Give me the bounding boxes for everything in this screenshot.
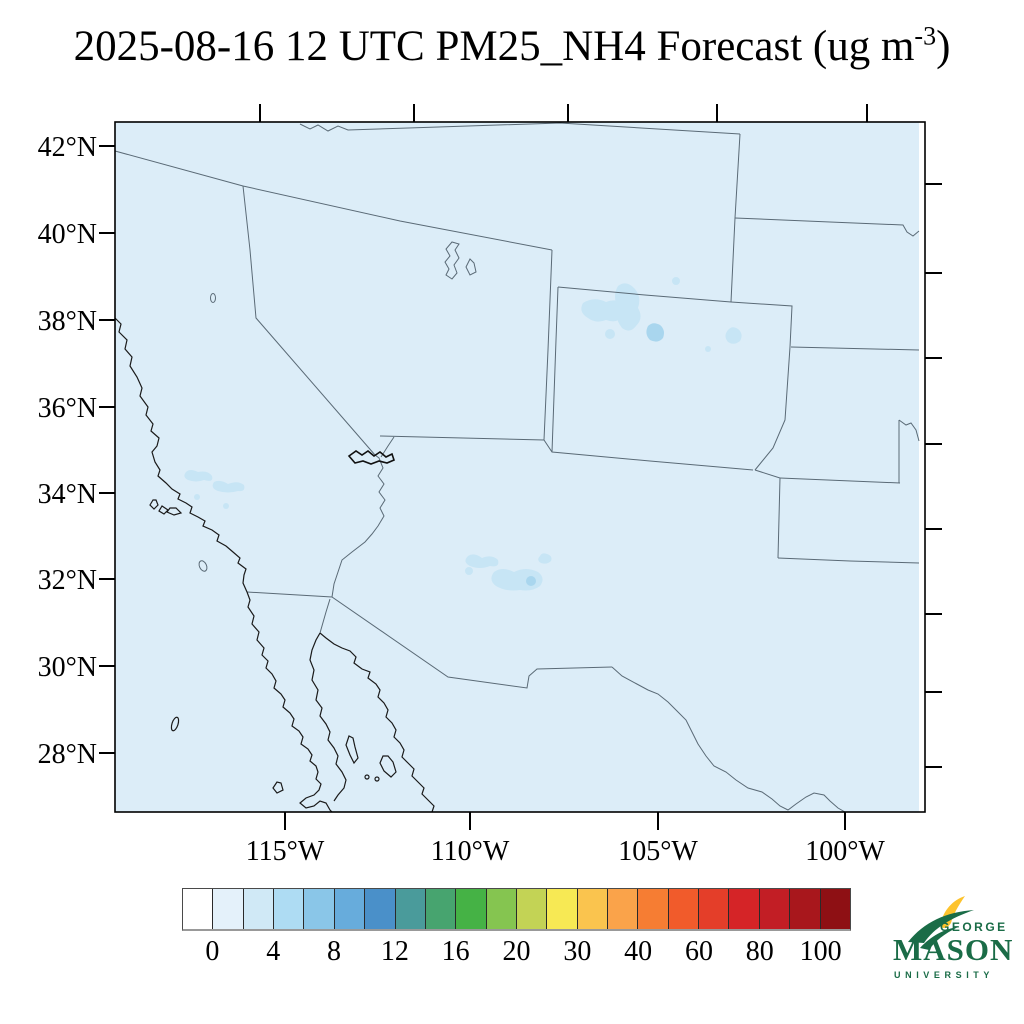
gmu-university-text: UNIVERSITY: [894, 970, 994, 980]
colorbar-cell: [456, 889, 487, 929]
colorbar-cell: [699, 889, 730, 929]
gmu-mason-text: MASON: [893, 932, 1013, 967]
colorbar-cell: [547, 889, 578, 929]
lake-tahoe: [210, 293, 216, 303]
colorbar: [182, 888, 851, 931]
colorbar-tick-label: 20: [502, 936, 531, 967]
colorbar-cell: [243, 889, 275, 929]
colorbar-cell: [668, 889, 700, 929]
colorbar-cell: [638, 889, 669, 929]
colorbar-tick-label: 60: [684, 936, 713, 967]
colorbar-cell: [304, 889, 335, 929]
lat-tick-label: 36°N: [38, 393, 97, 424]
lat-tick-label: 30°N: [38, 652, 97, 683]
coastline: [114, 317, 435, 813]
gmu-swoosh-icon: [908, 910, 974, 943]
lat-tick-label: 34°N: [38, 479, 97, 510]
plot-title-suffix: ): [936, 23, 951, 70]
colorbar-cell: [729, 889, 760, 929]
colorbar-tick-label: 16: [441, 936, 470, 967]
colorbar-tick-label: 80: [745, 936, 774, 967]
colorbar-cell: [395, 889, 426, 929]
lat-tick-label: 38°N: [38, 306, 97, 337]
colorbar-cell: [425, 889, 457, 929]
colorbar-tick-label: 40: [624, 936, 653, 967]
colorbar-cell: [516, 889, 548, 929]
great-salt-lake: [444, 241, 460, 280]
map-frame: [114, 121, 926, 813]
plot-title-text: 2025-08-16 12 UTC PM25_NH4 Forecast (ug …: [73, 23, 915, 70]
colorbar-cell: [334, 889, 366, 929]
colorbar-cell: [577, 889, 609, 929]
gmu-logo: GEORGE MASON UNIVERSITY: [888, 896, 1020, 988]
lon-tick-label: 105°W: [618, 836, 698, 867]
lake-mead: [347, 450, 395, 465]
colorbar-cell: [486, 889, 517, 929]
colorbar-tick-label: 4: [266, 936, 281, 967]
colorbar-cell: [183, 889, 214, 929]
colorbar-cell: [759, 889, 791, 929]
lon-tick-label: 115°W: [246, 836, 325, 867]
colorbar-tick-label: 12: [380, 936, 409, 967]
utah-lake: [465, 258, 477, 276]
salton-sea: [198, 560, 208, 572]
lat-tick-label: 32°N: [38, 565, 97, 596]
colorbar-cell: [213, 889, 244, 929]
lat-tick-label: 28°N: [38, 739, 97, 770]
pm-concentration-patches: [184, 277, 742, 591]
state-borders: [114, 122, 920, 813]
latitude-axis-labels: 42°N 40°N 38°N 36°N 34°N 32°N 30°N 28°N: [38, 132, 97, 770]
colorbar-tick-label: 8: [327, 936, 342, 967]
colorbar-labels: 0 4 8 12 16 20 30 40 60 80 100: [182, 936, 851, 972]
lon-tick-label: 110°W: [431, 836, 510, 867]
gmu-george-text: GEORGE: [940, 920, 1008, 934]
colorbar-cell: [365, 889, 396, 929]
colorbar-tick-label: 100: [799, 936, 842, 967]
plot-title-exponent: -3: [914, 21, 937, 51]
colorbar-cell: [608, 889, 639, 929]
axis-ticks: [99, 104, 942, 830]
gmu-swoosh2-icon: [920, 927, 958, 950]
lat-tick-label: 40°N: [38, 219, 97, 250]
colorbar-cell: [274, 889, 305, 929]
lakes: [198, 241, 477, 572]
colorbar-cell: [820, 889, 850, 929]
colorbar-cell: [790, 889, 821, 929]
colorbar-tick-label: 0: [205, 936, 220, 967]
lon-tick-label: 100°W: [805, 836, 885, 867]
map-domain-fill: [115, 122, 919, 812]
colorbar-tick-label: 30: [563, 936, 592, 967]
plot-title: 2025-08-16 12 UTC PM25_NH4 Forecast (ug …: [0, 22, 1024, 71]
longitude-axis-labels: 115°W 110°W 105°W 100°W: [246, 836, 886, 867]
lat-tick-label: 42°N: [38, 132, 97, 163]
